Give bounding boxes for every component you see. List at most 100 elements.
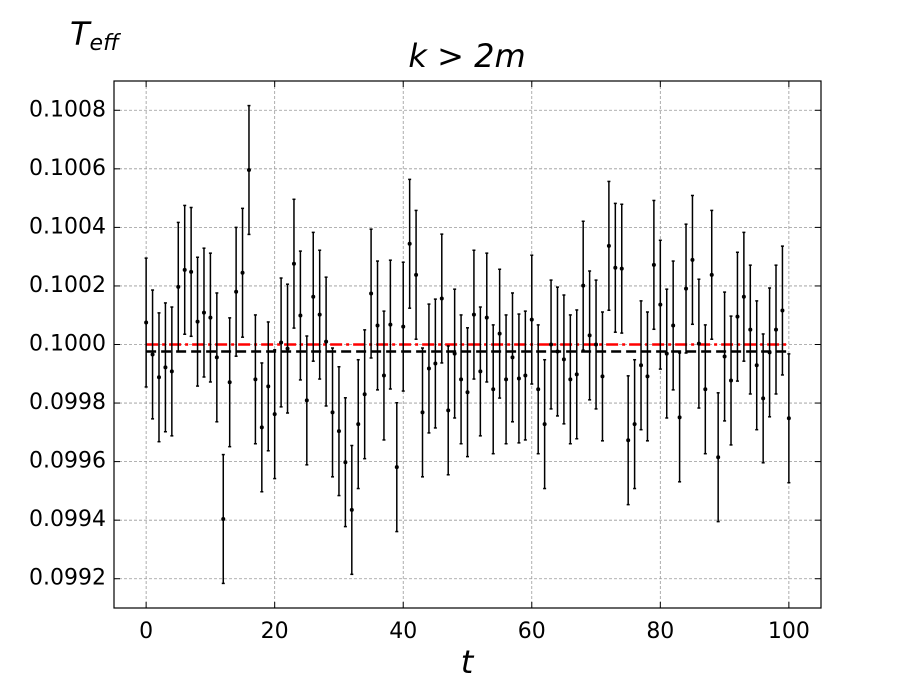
point (767, 350, 772, 355)
y-axis-label-sub: eff (90, 31, 122, 56)
point (600, 374, 605, 379)
point (529, 317, 534, 322)
point (234, 289, 239, 294)
point (786, 416, 791, 421)
point (561, 357, 566, 362)
point (189, 269, 194, 274)
point (555, 349, 560, 354)
point (735, 314, 740, 319)
point (446, 408, 451, 413)
y-tick-label: 0.1000 (29, 332, 106, 357)
point (452, 351, 457, 356)
point (677, 415, 682, 420)
y-tick-label: 0.0996 (29, 449, 106, 474)
point (478, 369, 483, 374)
y-tick-label: 0.0998 (29, 390, 106, 415)
point (169, 369, 174, 374)
point (754, 363, 759, 368)
point (664, 351, 669, 356)
point (246, 168, 251, 173)
point (549, 342, 554, 347)
point (574, 372, 579, 377)
point (709, 272, 714, 277)
point (619, 266, 624, 271)
point (748, 327, 753, 332)
point (459, 377, 464, 382)
point (510, 355, 515, 360)
point (407, 241, 412, 246)
point (639, 363, 644, 368)
point (491, 387, 496, 392)
point (240, 270, 245, 275)
x-tick-label: 20 (261, 619, 289, 644)
point (298, 313, 303, 318)
point (401, 324, 406, 329)
point (426, 366, 431, 371)
point (317, 312, 322, 317)
point (253, 377, 258, 382)
point (741, 294, 746, 299)
point (587, 333, 592, 338)
point (632, 422, 637, 427)
point (722, 354, 727, 359)
point (291, 261, 296, 266)
point (156, 375, 161, 380)
point (163, 365, 168, 370)
point (369, 291, 374, 296)
point (227, 380, 232, 385)
point (375, 323, 380, 328)
point (690, 257, 695, 262)
point (182, 267, 187, 272)
point (645, 374, 650, 379)
point (259, 425, 264, 430)
point (311, 294, 316, 299)
x-axis-label: t (461, 643, 475, 681)
point (414, 272, 419, 277)
point (542, 422, 547, 427)
point (381, 373, 386, 378)
point (285, 346, 290, 351)
y-tick-label: 0.0992 (29, 566, 106, 591)
point (613, 265, 618, 270)
x-tick-label: 40 (389, 619, 417, 644)
point (388, 322, 393, 327)
x-tick-label: 80 (646, 619, 674, 644)
point (343, 460, 348, 465)
point (336, 429, 341, 434)
point (465, 390, 470, 395)
chart-title: k > 2m (408, 37, 525, 75)
point (568, 377, 573, 382)
point (221, 516, 226, 521)
point (729, 378, 734, 383)
point (394, 465, 399, 470)
y-tick-label: 0.1002 (29, 273, 106, 298)
point (594, 342, 599, 347)
point (349, 507, 354, 512)
plot-frame (113, 80, 822, 609)
point (484, 315, 489, 320)
point (523, 373, 528, 378)
point (703, 387, 708, 392)
point (150, 352, 155, 357)
point (420, 410, 425, 415)
point (356, 422, 361, 427)
point (362, 392, 367, 397)
y-tick-label: 0.1008 (29, 97, 106, 122)
point (536, 387, 541, 392)
point (581, 283, 586, 288)
point (497, 331, 502, 336)
point (272, 412, 277, 417)
point (761, 396, 766, 401)
point (214, 355, 219, 360)
point (716, 455, 721, 460)
point (684, 286, 689, 291)
x-tick-label: 60 (518, 619, 546, 644)
point (471, 312, 476, 317)
point (504, 377, 509, 382)
y-tick-label: 0.0994 (29, 507, 106, 532)
point (176, 284, 181, 289)
point (439, 296, 444, 301)
point (780, 308, 785, 313)
point (606, 243, 611, 248)
